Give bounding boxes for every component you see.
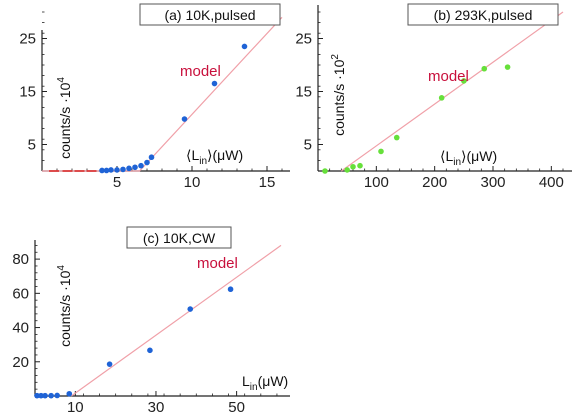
panel-a-ylabel-base: counts/s ·10 xyxy=(57,82,73,158)
panel-c-data-point-blue xyxy=(147,347,153,354)
panel-a-data-point-blue xyxy=(120,166,126,173)
panel-c-y-tick-label: 60 xyxy=(12,285,29,302)
panel-c-data-point-blue xyxy=(48,392,54,399)
panel-a-data-point-blue xyxy=(241,43,248,50)
panel-c-model-line xyxy=(70,244,282,397)
panel-a-title-box: (a) 10K,pulsed xyxy=(139,3,281,26)
panel-b-x-tick-label: 300 xyxy=(480,174,505,191)
panel-c-xlabel-tail: (μW) xyxy=(258,373,289,389)
panel-c-xlabel-main: L xyxy=(242,373,250,389)
panel-c-ylabel-exp: 4 xyxy=(56,265,67,271)
panel-a-data-point-blue xyxy=(132,164,138,171)
panel-c-title-box: (c) 10K,CW xyxy=(126,226,232,249)
panel-c-x-tick-label: 50 xyxy=(228,399,245,416)
panel-c-data-point-blue xyxy=(54,392,60,399)
panel-c-x-tick-label: 10 xyxy=(67,399,84,416)
panel-c-data-point-blue xyxy=(227,286,234,293)
panel-b-xlabel: ⟨Lin⟩(μW) xyxy=(440,148,497,168)
panel-a-y-tick-label: 25 xyxy=(19,31,36,48)
panel-a-marks: 5 10 15 5 15 25 xyxy=(19,11,290,191)
panel-b-data-point-green xyxy=(438,95,445,101)
panel-a-xlabel-sub: in xyxy=(199,156,207,167)
panel-c-x-tick-label: 30 xyxy=(148,399,165,416)
panel-c-y-tick-label: 20 xyxy=(12,354,29,371)
panel-b-y-tick-label: 5 xyxy=(304,137,312,154)
panel-a-x-tick-label: 10 xyxy=(184,174,201,191)
panel-a-data-point-blue xyxy=(211,80,218,87)
panel-b-data-point-green xyxy=(481,65,488,72)
panel-a-data-point-blue xyxy=(103,167,110,174)
panel-c-data-point-blue xyxy=(187,306,194,312)
panel-b-x-tick-label: 400 xyxy=(539,174,564,191)
panel-a-model-line xyxy=(42,16,283,172)
panel-b-data-point-green xyxy=(378,148,384,155)
panel-c-data-point-blue xyxy=(66,390,73,397)
panel-b-model-label: model xyxy=(428,68,469,85)
panel-c-data-point-blue xyxy=(42,392,48,399)
panel-a-data-point-blue xyxy=(126,165,132,172)
panel-a-ylabel: counts/s ·104 xyxy=(56,77,73,159)
panel-b-ylabel: counts/s ·102 xyxy=(330,54,347,136)
panel-a-data-point-blue xyxy=(138,162,144,169)
panel-b-x-tick-label: 200 xyxy=(422,174,447,191)
panel-b-data-point-green xyxy=(504,64,511,70)
panel-b-label: (b) 293K,pulsed xyxy=(434,7,533,23)
panel-b-xlabel-sub: in xyxy=(453,157,461,168)
panel-a-y-tick-label: 5 xyxy=(28,137,36,154)
panel-a-x-tick-label: 15 xyxy=(259,174,276,191)
panel-c-xlabel-sub: in xyxy=(250,382,258,393)
panel-a-ylabel-exp: 4 xyxy=(56,77,67,83)
panel-b-data-point-green xyxy=(357,162,363,169)
panel-c-ylabel-base: counts/s ·10 xyxy=(57,270,73,346)
panel-b-data-point-green xyxy=(461,78,467,84)
panel-c-data-point-blue xyxy=(38,392,44,399)
panel-a-data-point-blue xyxy=(144,159,150,166)
panel-c-data-point-blue xyxy=(106,361,113,367)
panel-b-y-tick-label: 15 xyxy=(295,84,312,101)
panel-c-ylabel: counts/s ·104 xyxy=(56,265,73,347)
panel-b-data-point-green xyxy=(344,167,350,173)
panel-a-model-label: model xyxy=(180,63,221,80)
panel-b-marks: 100 200 300 400 5 15 25 xyxy=(295,5,572,191)
panel-a-data-point-blue xyxy=(108,167,114,173)
panel-a-x-tick-label: 5 xyxy=(113,174,121,191)
panel-c-xlabel: Lin(μW) xyxy=(242,373,288,393)
panel-b-model-line xyxy=(340,11,564,172)
panel-b-xlabel-tail: ⟩(μW) xyxy=(461,148,497,164)
panel-c-model-label: model xyxy=(197,255,238,272)
panel-b-title-box: (b) 293K,pulsed xyxy=(407,3,559,26)
panel-b-data-point-green xyxy=(350,163,356,170)
panel-a-data-point-blue xyxy=(99,167,105,174)
panel-a-data-point-blue xyxy=(181,116,188,122)
panel-a-xlabel-main: ⟨L xyxy=(186,147,199,163)
panel-b-data-point-green xyxy=(393,134,400,141)
panel-c-data-point-blue xyxy=(34,392,40,399)
panel-b-data-point-green xyxy=(322,168,328,174)
panel-b-xlabel-main: ⟨L xyxy=(440,148,453,164)
panel-a-xlabel-tail: ⟩(μW) xyxy=(207,147,243,163)
panel-a-y-tick-label: 15 xyxy=(19,84,36,101)
panel-b-ylabel-exp: 2 xyxy=(330,54,341,60)
panel-c-y-tick-label: 40 xyxy=(12,320,29,337)
panel-c-label: (c) 10K,CW xyxy=(143,230,216,246)
panel-b-y-tick-label: 25 xyxy=(295,31,312,48)
panel-a-data-point-blue xyxy=(148,154,155,161)
panel-a-label: (a) 10K,pulsed xyxy=(164,7,255,23)
panel-c: 10 30 50 20 40 60 80 (c) 10K,CW model counts/s… xyxy=(12,226,290,416)
panel-a-data-point-blue xyxy=(114,167,120,173)
panel-b-x-tick-label: 100 xyxy=(364,174,389,191)
panel-a-xlabel: ⟨Lin⟩(μW) xyxy=(186,147,243,167)
panel-a: 5 10 15 5 15 25 (a) 10K,pulsed model counts/s… xyxy=(19,3,290,191)
panel-c-marks: 10 30 50 20 40 60 80 xyxy=(12,240,290,416)
panel-b-ylabel-base: counts/s ·10 xyxy=(331,59,347,135)
panel-c-y-tick-label: 80 xyxy=(12,251,29,268)
